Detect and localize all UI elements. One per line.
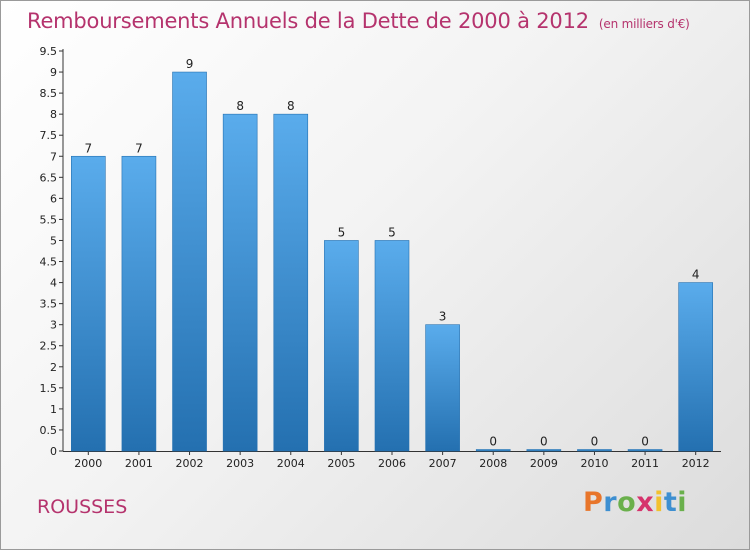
data-label-2004: 8 — [287, 99, 295, 113]
x-tick-label: 2004 — [277, 457, 305, 470]
y-tick-label: 5 — [50, 234, 57, 247]
y-tick-label: 6.5 — [40, 171, 58, 184]
y-tick-label: 8.5 — [40, 87, 58, 100]
x-tick-label: 2002 — [176, 457, 204, 470]
y-tick-label: 7 — [50, 150, 57, 163]
units-label: (en milliers d'€) — [598, 17, 690, 31]
y-tick-label: 4 — [50, 277, 57, 290]
y-tick-label: 2.5 — [40, 340, 58, 353]
x-tick-label: 2000 — [74, 457, 102, 470]
bar-2000 — [71, 155, 106, 452]
y-tick-label: 1.5 — [40, 382, 58, 395]
chart-axes: 0 0.5 1 1.5 2 2.5 3 3.5 4 4.5 5 5.5 6 6.5 7 7.5 8 8.5 9 9.5… — [40, 45, 721, 470]
title-text: Remboursements Annuels de la Dette de 20… — [27, 9, 589, 33]
bar-2003 — [222, 113, 258, 452]
data-label-2011: 0 — [641, 435, 649, 449]
logo-letter: r — [603, 487, 618, 518]
logo-letter: i — [654, 487, 664, 518]
y-tick-label: 0.5 — [40, 424, 58, 437]
y-tick-label: 1 — [50, 403, 57, 416]
commune-name: ROUSSES — [37, 496, 128, 518]
x-tick-label: 2003 — [226, 457, 254, 470]
x-tick-label: 2005 — [327, 457, 355, 470]
x-tick-label: 2009 — [530, 457, 558, 470]
chart-bars — [71, 71, 713, 452]
y-tick-label: 5.5 — [40, 213, 58, 226]
data-label-2006: 5 — [388, 225, 396, 239]
bar-2007 — [425, 324, 460, 452]
y-tick-label: 2 — [50, 361, 57, 374]
logo-letter: P — [583, 487, 604, 518]
y-tick-label: 0 — [50, 445, 57, 458]
x-tick-label: 2008 — [479, 457, 507, 470]
y-tick-label: 9 — [50, 66, 57, 79]
data-label-2009: 0 — [540, 435, 548, 449]
logo-letter: x — [636, 487, 655, 518]
bar-2002 — [172, 71, 207, 452]
proxiti-logo: Proxiti — [583, 487, 687, 518]
y-tick-label: 7.5 — [40, 129, 58, 142]
y-tick-label: 3 — [50, 319, 57, 332]
data-label-2000: 7 — [84, 141, 92, 155]
x-tick-label: 2010 — [580, 457, 608, 470]
y-tick-label: 9.5 — [40, 45, 58, 58]
y-tick-label: 3.5 — [40, 298, 58, 311]
data-label-2010: 0 — [591, 435, 599, 449]
x-tick-label: 2001 — [125, 457, 153, 470]
data-label-2005: 5 — [338, 225, 346, 239]
x-tick-label: 2007 — [429, 457, 457, 470]
bar-2005 — [324, 240, 359, 452]
data-label-2007: 3 — [439, 310, 447, 324]
chart-labels: 7 7 9 8 8 5 5 3 0 0 0 0 4 — [84, 57, 699, 448]
data-label-2002: 9 — [186, 57, 194, 71]
bar-2009 — [526, 449, 562, 452]
bar-2001 — [121, 155, 157, 452]
y-tick-label: 6 — [50, 192, 57, 205]
chart-title: Remboursements Annuels de la Dette de 20… — [27, 9, 690, 33]
bar-2011 — [627, 449, 663, 452]
y-tick-label: 8 — [50, 108, 57, 121]
y-tick-label: 4.5 — [40, 256, 58, 269]
logo-letter: i — [677, 487, 688, 518]
bar-2004 — [273, 113, 309, 452]
data-label-2012: 4 — [692, 268, 700, 282]
bar-2010 — [577, 449, 612, 452]
x-tick-label: 2011 — [631, 457, 659, 470]
bar-2012 — [678, 282, 713, 452]
data-label-2003: 8 — [236, 99, 244, 113]
bar-2006 — [374, 240, 410, 452]
x-tick-label: 2012 — [682, 457, 710, 470]
bar-2008 — [475, 449, 511, 452]
data-label-2001: 7 — [135, 141, 143, 155]
logo-letter: t — [663, 487, 678, 518]
x-tick-label: 2006 — [378, 457, 406, 470]
data-label-2008: 0 — [489, 435, 497, 449]
logo-letter: o — [617, 487, 637, 518]
